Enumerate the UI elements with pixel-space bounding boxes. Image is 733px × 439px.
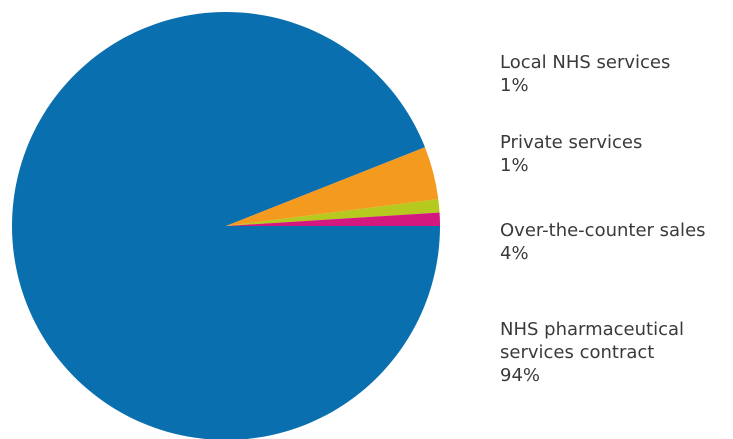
legend-label-nhs-pharmaceutical-line-2: services contract: [500, 342, 655, 363]
legend-value-private-services: 1%: [500, 155, 529, 176]
legend-entry-over-the-counter-sales: Over-the-counter sales 4%: [500, 219, 706, 265]
legend-label-local-nhs-services: Local NHS services: [500, 52, 671, 73]
pie-slice-private-services: [226, 199, 440, 226]
legend-label-over-the-counter-sales: Over-the-counter sales: [500, 220, 706, 241]
pie-slice-nhs-pharmaceutical-services-contract: [12, 12, 440, 439]
legend-label-private-services: Private services: [500, 132, 643, 153]
legend-entry-private-services: Private services 1%: [500, 131, 642, 177]
legend-value-local-nhs-services: 1%: [500, 75, 529, 96]
pie-slice-local-nhs-services: [226, 212, 440, 226]
legend-value-over-the-counter-sales: 4%: [500, 243, 529, 264]
pie-slice-over-the-counter-sales: [226, 147, 439, 226]
legend-value-nhs-pharmaceutical-services-contract: 94%: [500, 365, 541, 386]
pie-chart: [12, 12, 440, 439]
legend-entry-local-nhs-services: Local NHS services 1%: [500, 51, 670, 97]
legend-label-nhs-pharmaceutical-line-1: NHS pharmaceutical: [500, 319, 685, 340]
legend-entry-nhs-pharmaceutical-services-contract: NHS pharmaceutical services contract 94%: [500, 318, 684, 387]
